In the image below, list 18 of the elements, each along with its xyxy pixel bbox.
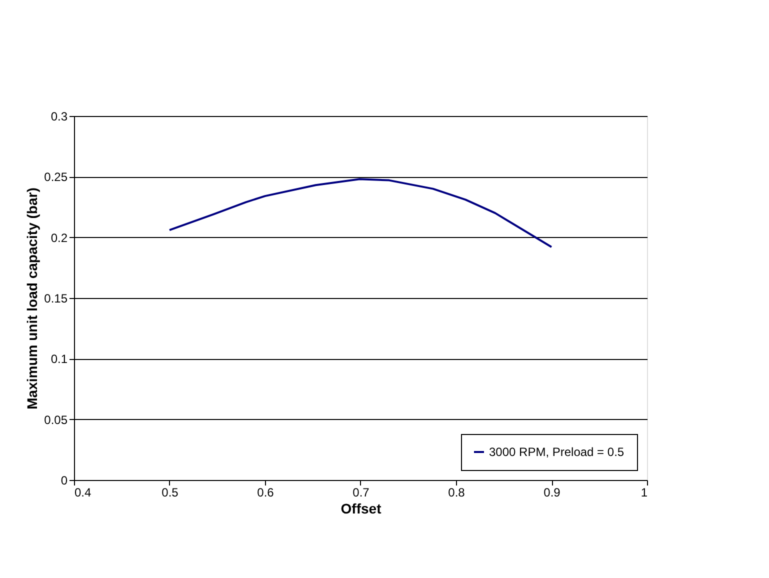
x-tick-label: 0.6 xyxy=(257,486,274,500)
y-tick-label: 0.25 xyxy=(44,170,68,184)
y-tick-label: 0 xyxy=(60,474,68,488)
y-tick-label: 0.3 xyxy=(50,110,68,124)
y-tick-label: 0.2 xyxy=(50,230,68,245)
y-tick-label: 0.05 xyxy=(44,412,68,427)
x-tick-label: 0.9 xyxy=(544,486,561,500)
x-tick-label: 1 xyxy=(640,486,648,500)
x-tick-label: 0.8 xyxy=(448,486,466,500)
y-tick-label: 0.1 xyxy=(50,352,68,366)
legend-label: 3000 RPM, Preload = 0.5 xyxy=(489,445,624,459)
line-series xyxy=(168,178,552,248)
x-tick-label: 0.5 xyxy=(162,486,179,500)
x-tick-label: 0.4 xyxy=(74,486,92,500)
y-axis-title: Maximum unit load capacity (bar) xyxy=(24,188,40,410)
x-tick-label: 0.7 xyxy=(352,486,370,500)
y-tick-label: 0.15 xyxy=(44,292,68,306)
x-axis-title: Offset xyxy=(340,500,382,516)
